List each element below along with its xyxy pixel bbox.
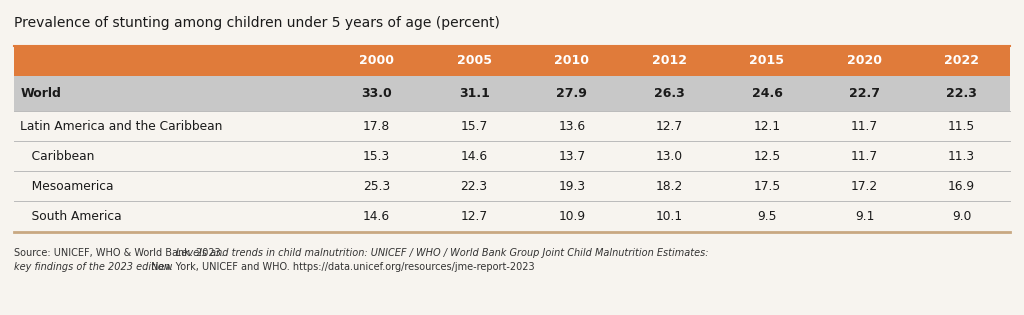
Text: Latin America and the Caribbean: Latin America and the Caribbean	[20, 119, 222, 133]
Text: 24.6: 24.6	[752, 87, 782, 100]
Text: Caribbean: Caribbean	[20, 150, 94, 163]
Text: 12.1: 12.1	[754, 119, 780, 133]
Text: 15.7: 15.7	[461, 119, 487, 133]
Text: 18.2: 18.2	[655, 180, 683, 192]
Text: 12.7: 12.7	[655, 119, 683, 133]
Text: 10.9: 10.9	[558, 209, 586, 222]
Text: 12.5: 12.5	[754, 150, 780, 163]
Text: 2012: 2012	[652, 54, 687, 67]
Text: 31.1: 31.1	[459, 87, 489, 100]
Text: 14.6: 14.6	[461, 150, 487, 163]
Text: New York, UNICEF and WHO. https://data.unicef.org/resources/jme-report-2023: New York, UNICEF and WHO. https://data.u…	[147, 262, 535, 272]
Text: 13.7: 13.7	[558, 150, 586, 163]
Text: 11.3: 11.3	[948, 150, 975, 163]
Text: 17.2: 17.2	[851, 180, 879, 192]
Text: 2020: 2020	[847, 54, 882, 67]
Text: 17.8: 17.8	[362, 119, 390, 133]
Text: 9.5: 9.5	[757, 209, 777, 222]
Text: 22.7: 22.7	[849, 87, 880, 100]
Text: World: World	[20, 87, 61, 100]
Text: Mesoamerica: Mesoamerica	[20, 180, 114, 192]
Text: 13.6: 13.6	[558, 119, 586, 133]
Text: 10.1: 10.1	[655, 209, 683, 222]
Text: 11.5: 11.5	[948, 119, 975, 133]
Text: 2022: 2022	[944, 54, 979, 67]
Text: 9.1: 9.1	[855, 209, 874, 222]
Text: 11.7: 11.7	[851, 150, 879, 163]
Text: key findings of the 2023 edition.: key findings of the 2023 edition.	[14, 262, 173, 272]
Text: Levels and trends in child malnutrition: UNICEF / WHO / World Bank Group Joint C: Levels and trends in child malnutrition:…	[176, 248, 709, 258]
Text: 14.6: 14.6	[362, 209, 390, 222]
Text: 17.5: 17.5	[754, 180, 780, 192]
Bar	[14, 46, 1010, 76]
Text: 15.3: 15.3	[362, 150, 390, 163]
Text: Source: UNICEF, WHO & World Bank. 2023.: Source: UNICEF, WHO & World Bank. 2023.	[14, 248, 227, 258]
Text: 22.3: 22.3	[946, 87, 977, 100]
Text: 19.3: 19.3	[558, 180, 586, 192]
Text: 9.0: 9.0	[952, 209, 972, 222]
Text: 33.0: 33.0	[361, 87, 392, 100]
Text: 16.9: 16.9	[948, 180, 975, 192]
Text: 2005: 2005	[457, 54, 492, 67]
Text: 22.3: 22.3	[461, 180, 487, 192]
Text: 11.7: 11.7	[851, 119, 879, 133]
Text: 25.3: 25.3	[362, 180, 390, 192]
Text: 12.7: 12.7	[461, 209, 487, 222]
Text: 2000: 2000	[359, 54, 394, 67]
Text: 26.3: 26.3	[654, 87, 685, 100]
Text: 2015: 2015	[750, 54, 784, 67]
Bar	[14, 76, 1010, 111]
Text: 2010: 2010	[554, 54, 589, 67]
Text: South America: South America	[20, 209, 122, 222]
Text: 27.9: 27.9	[556, 87, 587, 100]
Text: 13.0: 13.0	[655, 150, 683, 163]
Text: Prevalence of stunting among children under 5 years of age (percent): Prevalence of stunting among children un…	[14, 16, 500, 30]
